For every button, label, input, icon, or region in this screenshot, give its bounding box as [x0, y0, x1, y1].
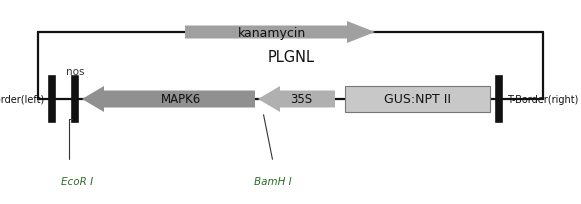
Text: BamH I: BamH I: [254, 176, 292, 186]
Text: nos: nos: [66, 67, 84, 77]
Text: PLGNL: PLGNL: [267, 50, 314, 65]
Text: MAPK6: MAPK6: [160, 93, 200, 106]
Text: T-Border(left): T-Border(left): [0, 94, 44, 104]
FancyArrow shape: [258, 86, 335, 112]
Text: kanamycin: kanamycin: [238, 26, 306, 39]
Text: GUS:NPT II: GUS:NPT II: [384, 93, 451, 106]
Text: T-Border(right): T-Border(right): [507, 94, 578, 104]
FancyBboxPatch shape: [345, 86, 490, 112]
Text: EcoR I: EcoR I: [61, 176, 93, 186]
FancyArrow shape: [82, 86, 255, 112]
Text: 35S: 35S: [290, 93, 313, 106]
FancyArrow shape: [185, 22, 375, 44]
